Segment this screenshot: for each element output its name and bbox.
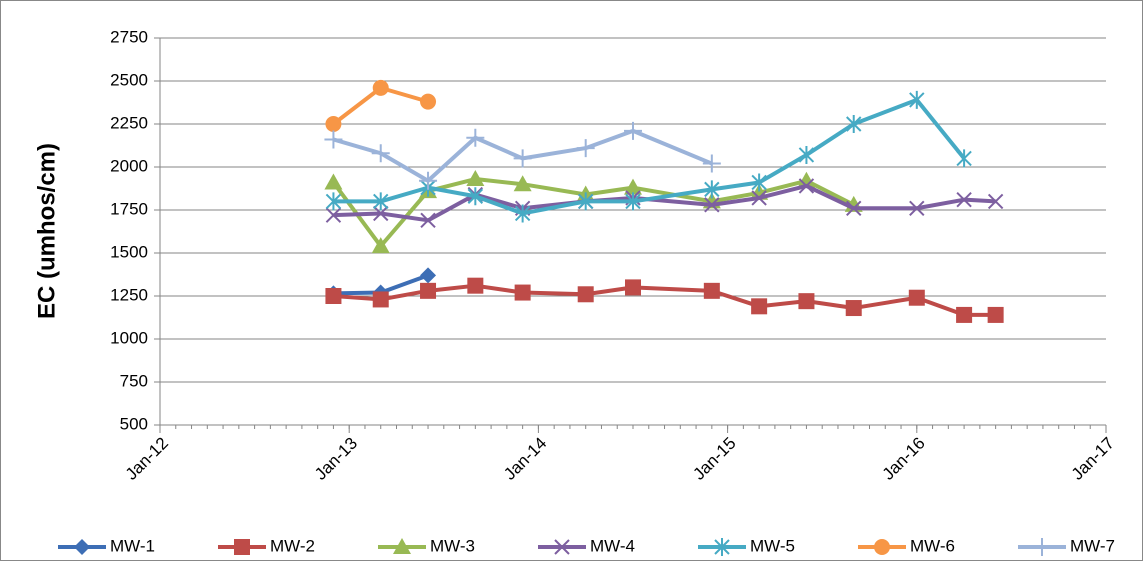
marker [419, 171, 438, 190]
marker [371, 237, 390, 254]
marker [798, 145, 815, 164]
legend-label: MW-7 [1070, 536, 1115, 555]
series-line [332, 128, 713, 183]
y-tick-label: 2250 [110, 113, 148, 132]
legend-label: MW-6 [910, 536, 955, 555]
marker [325, 192, 342, 211]
marker [74, 539, 90, 555]
y-tick-label: 1250 [110, 285, 148, 304]
y-tick-label: 1000 [110, 328, 148, 347]
marker [704, 197, 720, 213]
marker [797, 171, 816, 188]
marker [325, 288, 342, 304]
legend-label: MW-2 [270, 536, 315, 555]
marker [466, 170, 485, 187]
y-tick-label: 1750 [110, 199, 148, 218]
marker [372, 291, 389, 308]
y-tick-label: 1500 [110, 242, 148, 261]
marker [874, 539, 890, 555]
marker [514, 284, 531, 301]
marker [798, 293, 815, 310]
marker [325, 207, 342, 223]
marker [577, 192, 594, 211]
marker [704, 180, 720, 199]
y-tick-label: 500 [120, 414, 148, 433]
legend-label: MW-1 [110, 536, 155, 555]
marker [420, 212, 436, 229]
legend-label: MW-5 [750, 536, 795, 555]
marker [466, 128, 485, 147]
marker [513, 149, 532, 168]
marker [1033, 538, 1051, 556]
marker [514, 204, 531, 223]
marker [234, 539, 250, 555]
marker [372, 79, 389, 96]
marker [576, 139, 595, 158]
marker [956, 191, 972, 208]
marker [325, 116, 342, 132]
marker [420, 267, 437, 284]
legend-label: MW-4 [590, 536, 635, 555]
marker [554, 539, 570, 555]
marker [624, 121, 642, 140]
series-line [333, 183, 996, 223]
marker [625, 192, 641, 211]
marker [845, 300, 862, 317]
marker [373, 205, 389, 222]
legend-label: MW-3 [430, 536, 475, 555]
marker [956, 306, 973, 323]
marker [324, 173, 343, 190]
marker [987, 306, 1004, 323]
marker [373, 192, 389, 211]
marker [909, 200, 925, 216]
marker [420, 282, 437, 299]
marker [987, 193, 1004, 210]
marker [908, 289, 925, 306]
marker [909, 90, 925, 109]
y-tick-label: 2500 [110, 70, 148, 89]
marker [798, 178, 815, 194]
marker [702, 154, 721, 173]
marker [393, 538, 411, 554]
marker [751, 173, 767, 192]
marker [467, 187, 484, 206]
y-tick-label: 2000 [110, 156, 148, 175]
marker [846, 200, 862, 216]
marker [714, 538, 730, 556]
y-tick-label: 750 [120, 371, 148, 390]
marker [513, 175, 532, 192]
marker [324, 130, 343, 149]
marker [420, 93, 437, 110]
marker [625, 279, 641, 296]
marker [624, 178, 642, 195]
marker [956, 149, 972, 168]
y-tick-label: 2750 [110, 27, 148, 46]
marker [577, 286, 594, 303]
marker [703, 282, 720, 299]
marker [751, 190, 767, 206]
marker [371, 144, 390, 163]
marker [751, 298, 768, 315]
marker [846, 115, 862, 133]
y-axis-title: EC (umhos/cm) [33, 143, 60, 319]
marker [467, 277, 484, 294]
